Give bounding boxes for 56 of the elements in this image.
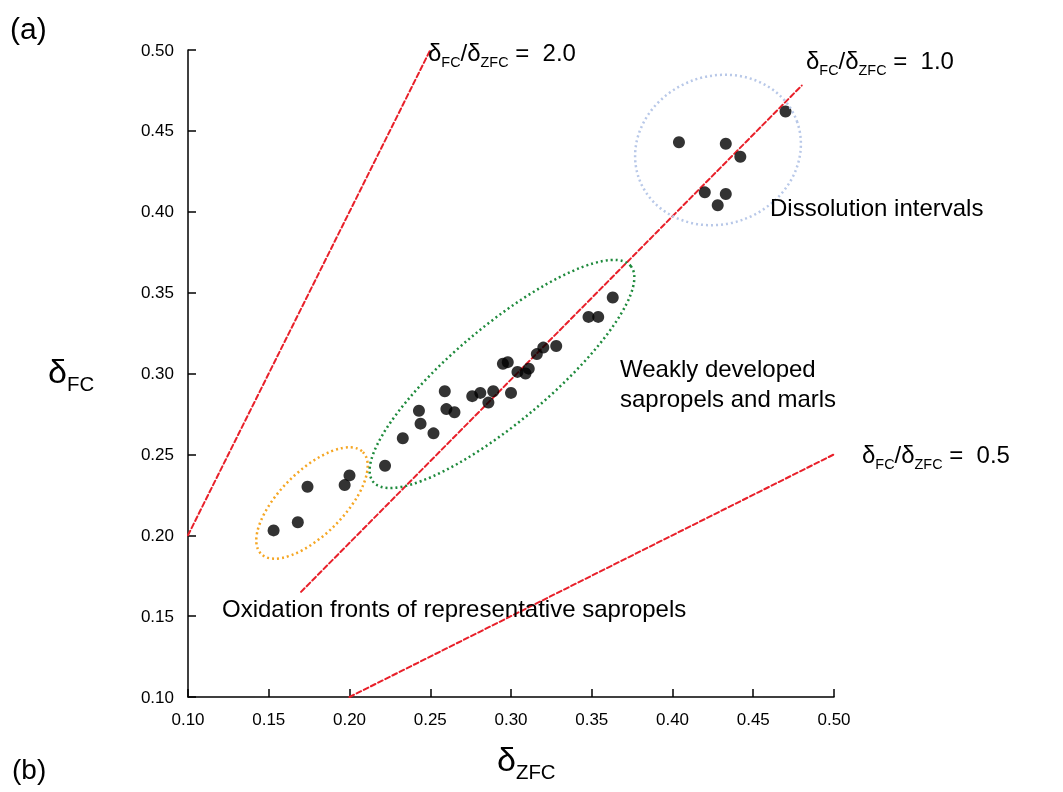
annotation: Weakly developed sapropels and marls [620,354,838,414]
point [592,310,605,323]
x-tick-label: 0.30 [494,710,528,729]
point [698,186,711,199]
x-tick-label: 0.45 [736,710,770,729]
y-tick-label: 0.30 [140,364,174,383]
y-tick-label: 0.20 [140,525,174,545]
y-tick-label: 0.15 [140,606,174,626]
point [482,396,495,409]
x-tick-label: 0.20 [332,710,367,729]
y-axis-title: δ$_{FC}$ [48,352,95,395]
annotation: δ$_{FC}$/δ$_{ZFC}$ = 1.0 [806,46,955,79]
point [550,340,563,352]
point [719,137,732,150]
y-tick-label: 0.10 [140,687,174,707]
point [537,341,550,354]
point [606,291,619,304]
x-tick-label: 0.35 [575,710,609,729]
point [396,432,409,445]
point [719,187,732,200]
point [522,362,535,375]
x-tick-label: 0.40 [655,710,690,729]
annotation: Dissolution intervals [770,193,985,223]
y-tick-label: 0.50 [140,40,174,60]
y-tick-label: 0.25 [140,444,174,464]
point [779,105,792,118]
point [338,479,351,492]
y-tick-label: 0.35 [140,283,174,303]
point [438,385,451,398]
annotation: δ$_{FC}$/δ$_{ZFC}$ = 2.0 [428,38,577,71]
x-axis-title: δ$_{ZFC}$ [497,739,557,785]
point [448,406,461,419]
point [379,459,392,472]
point [267,524,280,537]
x-tick-label: 0.50 [817,710,851,729]
point [414,417,427,430]
x-tick-label: 0.15 [252,710,286,729]
point [734,150,747,163]
point [427,427,440,440]
point [501,356,514,369]
point [487,385,500,398]
point [343,469,356,482]
point [505,386,517,399]
text: (b) [12,753,48,787]
point [711,199,724,212]
text: (a) [10,11,48,47]
point [672,136,685,149]
x-tick-label: 0.25 [413,710,447,729]
point [301,480,314,493]
point [474,386,487,399]
text: δ$_{FC}$/δ$_{ZFC}$ = 0.5 [862,440,1011,473]
y-tick-label: 0.40 [140,202,174,222]
point [412,404,425,417]
y-tick-label: 0.45 [140,121,174,141]
point [291,516,304,529]
x-tick-label: 0.10 [171,710,205,729]
